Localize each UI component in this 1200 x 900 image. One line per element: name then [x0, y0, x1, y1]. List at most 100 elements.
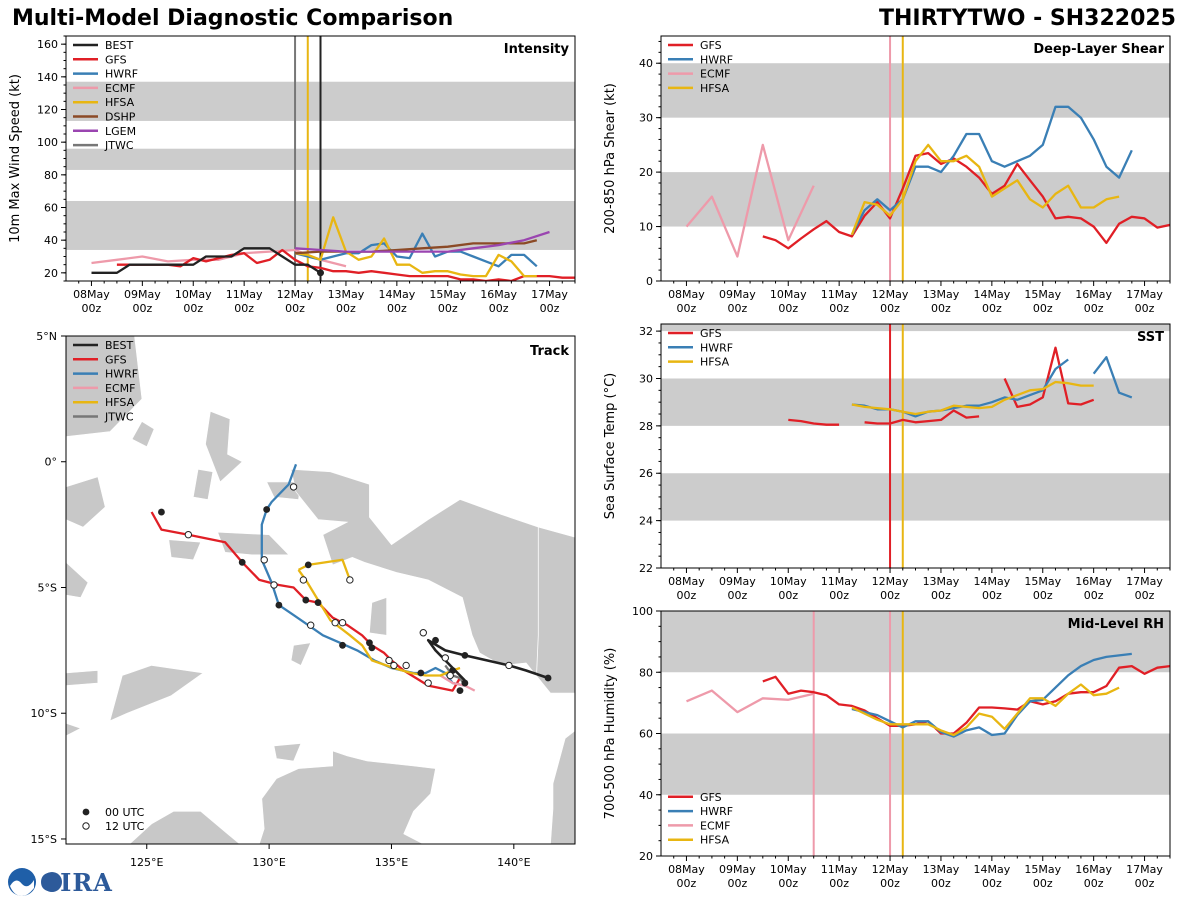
legend-label-hwrf: HWRF — [700, 53, 733, 66]
series-line-gfs — [116, 248, 575, 281]
y-axis-label: Sea Surface Temp (°C) — [603, 373, 618, 520]
cira-globe-icon — [42, 872, 62, 892]
plot-area — [91, 36, 575, 281]
track-point-00utc — [314, 599, 322, 606]
x-tick-label-date: 09May — [124, 288, 161, 301]
x-tick-label-hour: 00z — [1135, 302, 1155, 315]
track-point-00utc — [263, 506, 271, 513]
x-tick-label-date: 13May — [923, 863, 960, 876]
axes-frame — [65, 335, 576, 845]
x-tick-label-hour: 00z — [1033, 302, 1053, 315]
land-mass — [66, 561, 89, 598]
storm-title: THIRTYTWO - SH322025 — [878, 6, 1176, 31]
series-line-ecmf — [685, 143, 815, 258]
panel-title: Intensity — [504, 42, 570, 57]
panel-title: Mid-Level RH — [1068, 617, 1164, 632]
legend-label-jtwc: JTWC — [104, 411, 134, 424]
x-tick-label-hour: 00z — [1084, 877, 1104, 890]
x-tick-label-date: 14May — [973, 575, 1010, 588]
y-axis-label: 700-500 hPa Humidity (%) — [603, 648, 618, 820]
x-tick-label-date: 14May — [378, 288, 415, 301]
track-line-hwrf — [260, 463, 466, 687]
shear-panel: 01020304008May00z09May00z10May00z11May00… — [603, 35, 1171, 315]
x-tick-label-hour: 00z — [438, 302, 458, 315]
x-tick-label-date: 12May — [872, 575, 909, 588]
series-line-hwrf — [1092, 356, 1133, 399]
main-title: Multi-Model Diagnostic Comparison — [12, 6, 454, 31]
land-mass — [109, 665, 204, 722]
x-tick-label-date: 09May — [719, 863, 756, 876]
land-mass — [66, 476, 106, 528]
track-point-00utc — [461, 651, 469, 659]
x-tick-label-date: 13May — [328, 288, 365, 301]
legend-label-00utc: 00 UTC — [105, 806, 145, 819]
rh-panel: 2040608010008May00z09May00z10May00z11May… — [603, 605, 1171, 890]
x-tick-label-hour: 00z — [387, 302, 407, 315]
track-panel: 125°E 130°E 135°E 140°E 5°N 0° 5°S 10°S 15°S Trac… — [31, 330, 576, 869]
track-point-12utc — [260, 556, 268, 564]
land-mass — [290, 468, 575, 694]
intensity-panel: 2040608010012014016008May00z09May00z10Ma… — [8, 35, 576, 315]
legend-label-gfs: GFS — [700, 791, 722, 804]
y-tick-label: 80 — [44, 169, 58, 182]
x-tick-label-hour: 00z — [931, 877, 951, 890]
cira-logo-word: CIRA — [40, 868, 113, 897]
land-mass — [168, 539, 202, 561]
x-tick-label-hour: 00z — [677, 877, 697, 890]
series-marker-best — [317, 269, 324, 277]
x-tick-label-date: 08May — [668, 575, 705, 588]
lat-tick-label: 5°N — [36, 330, 57, 343]
track-point-00utc — [432, 636, 439, 644]
x-tick-label-date: 16May — [1075, 863, 1112, 876]
y-tick-label: 10 — [639, 221, 653, 234]
y-tick-label: 60 — [44, 202, 58, 215]
y-tick-label: 28 — [639, 420, 653, 433]
lat-tick-label: 10°S — [31, 707, 57, 720]
track-line-ecmf — [439, 674, 476, 692]
series-line-gfs — [1003, 346, 1095, 409]
x-tick-label-date: 10May — [770, 575, 807, 588]
land-mass — [369, 597, 387, 636]
plot-area — [788, 324, 1133, 568]
threshold-band — [661, 324, 1170, 332]
legend-label-hfsa: HFSA — [105, 396, 135, 409]
x-tick-label-hour: 00z — [829, 877, 849, 890]
land-mass — [66, 670, 99, 686]
land-mass — [192, 468, 214, 500]
lon-tick-label: 125°E — [130, 856, 163, 869]
lat-tick-label: 5°S — [38, 581, 57, 594]
track-point-12utc — [441, 654, 450, 662]
x-tick-label-hour: 00z — [778, 302, 798, 315]
axes-frame — [660, 323, 1171, 569]
x-tick-label-date: 14May — [973, 863, 1010, 876]
x-tick-label-hour: 00z — [982, 877, 1002, 890]
land-mass — [205, 410, 243, 483]
cira-logo — [8, 868, 62, 896]
legend-label-hfsa: HFSA — [700, 356, 730, 369]
legend-label-dshp: DSHP — [105, 111, 136, 124]
track-point-00utc — [456, 687, 464, 694]
x-tick-label-date: 12May — [872, 288, 909, 301]
track-point-12utc — [270, 581, 278, 589]
y-tick-label: 100 — [632, 605, 653, 618]
lat-tick-label: 0° — [45, 456, 58, 469]
series-line-hfsa — [294, 216, 537, 278]
y-tick-label: 22 — [639, 562, 653, 575]
x-tick-label-hour: 00z — [931, 589, 951, 602]
x-tick-label-hour: 00z — [778, 877, 798, 890]
land-mass — [66, 336, 143, 437]
y-tick-label: 0 — [646, 275, 653, 288]
x-tick-label-hour: 00z — [727, 302, 747, 315]
track-point-12utc — [419, 629, 427, 637]
x-tick-label-date: 08May — [668, 288, 705, 301]
land-mass — [290, 642, 312, 666]
x-tick-label-date: 09May — [719, 288, 756, 301]
y-tick-label: 40 — [639, 789, 653, 802]
x-tick-label-date: 12May — [872, 863, 909, 876]
lon-tick-label: 135°E — [375, 856, 408, 869]
x-tick-label-date: 09May — [719, 575, 756, 588]
x-tick-label-hour: 00z — [1135, 589, 1155, 602]
legend-label-gfs: GFS — [700, 327, 722, 340]
land-mass — [131, 421, 155, 448]
